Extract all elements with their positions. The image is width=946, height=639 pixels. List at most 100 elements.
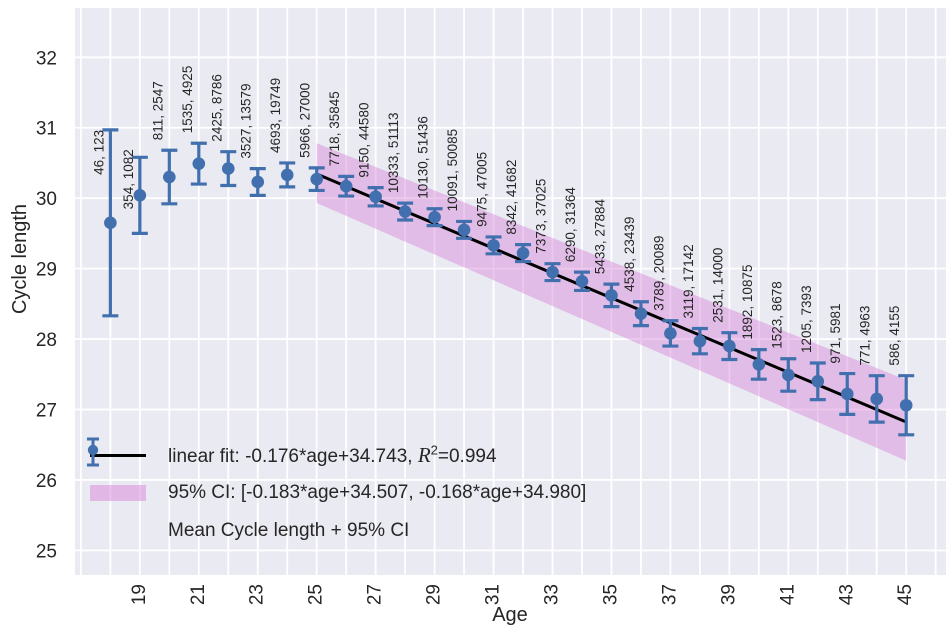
fit-line-swatch xyxy=(84,453,152,457)
legend-item-mean-points: Mean Cycle length + 95% CI xyxy=(84,437,586,550)
x-axis-title: Age xyxy=(492,604,528,626)
errorbar-point: 8342, 41682 xyxy=(504,160,532,264)
x-tick-label: 23 xyxy=(247,584,268,605)
errorbar-point: 5433, 27884 xyxy=(592,199,620,309)
errorbar-point: 586, 4155 xyxy=(887,306,915,437)
x-tick-label: 27 xyxy=(365,584,386,605)
x-tick-label: 19 xyxy=(129,584,150,605)
y-tick-label: 32 xyxy=(36,48,57,69)
ci-band-swatch xyxy=(84,485,152,501)
errorbar-point: 354, 1082 xyxy=(121,149,148,235)
point-count-label: 1523, 8678 xyxy=(769,281,784,349)
data-point-marker xyxy=(516,246,530,260)
point-count-label: 9475, 47005 xyxy=(475,152,490,227)
y-tick-label: 30 xyxy=(36,189,57,210)
data-point-marker xyxy=(664,327,677,340)
y-tick-label: 29 xyxy=(36,260,57,281)
point-count-label: 8342, 41682 xyxy=(504,160,519,235)
point-count-label: 771, 4963 xyxy=(858,306,873,366)
data-point-marker xyxy=(192,157,206,170)
point-count-label: 7373, 37025 xyxy=(534,179,549,254)
data-point-marker xyxy=(811,375,825,388)
errorbar-point: 4538, 23439 xyxy=(622,217,649,328)
y-tick-label: 31 xyxy=(36,119,57,140)
errorbar-point: 771, 4963 xyxy=(858,306,885,424)
legend-label-ci-band: 95% CI: [-0.183*age+34.507, -0.168*age+3… xyxy=(168,482,587,503)
data-point-marker xyxy=(428,210,441,224)
fit-label-sup: 2 xyxy=(430,442,438,458)
x-tick-label: 29 xyxy=(424,584,445,605)
x-tick-label: 33 xyxy=(542,584,563,605)
data-point-marker xyxy=(752,358,766,371)
point-count-label: 10091, 50085 xyxy=(445,129,460,212)
fit-label-prefix: linear fit: -0.176*age+34.743, xyxy=(168,445,418,467)
errorbar-point: 1205, 7393 xyxy=(799,285,826,402)
data-point-marker xyxy=(782,368,795,382)
legend-item-ci-band: 95% CI: [-0.183*age+34.507, -0.168*age+3… xyxy=(84,474,586,512)
point-count-label: 9150, 44580 xyxy=(357,103,372,178)
x-tick-label: 37 xyxy=(659,584,680,605)
data-point-marker xyxy=(899,398,913,412)
errorbar-point: 3527, 13579 xyxy=(239,84,266,197)
data-point-marker xyxy=(840,387,854,401)
point-count-label: 3119, 17142 xyxy=(681,244,696,318)
errorbar-point: 5966, 27000 xyxy=(298,83,325,193)
point-count-label: 5433, 27884 xyxy=(592,199,607,275)
errorbar-point: 2425, 8786 xyxy=(209,74,237,188)
fit-label-suffix: =0.994 xyxy=(437,445,497,467)
errorbar-point: 1535, 4925 xyxy=(180,66,207,186)
data-point-marker xyxy=(310,172,323,186)
errorbar-point: 7373, 37025 xyxy=(534,179,561,283)
data-point-marker xyxy=(634,307,648,320)
point-count-label: 4693, 19749 xyxy=(268,78,283,153)
errorbar-point: 10333, 51113 xyxy=(386,113,414,222)
point-count-label: 586, 4155 xyxy=(887,306,902,366)
data-point-marker xyxy=(870,392,884,406)
data-point-marker xyxy=(221,162,235,175)
legend-label-linear-fit: linear fit: -0.176*age+34.743, R2=0.994 xyxy=(168,443,497,468)
point-count-label: 4538, 23439 xyxy=(622,217,637,292)
point-count-label: 3527, 13579 xyxy=(239,84,254,159)
x-tick-label: 43 xyxy=(836,584,857,605)
data-point-marker xyxy=(163,170,176,184)
legend-item-linear-fit: linear fit: -0.176*age+34.743, R2=0.994 xyxy=(84,436,586,474)
legend-label-mean-points: Mean Cycle length + 95% CI xyxy=(168,520,410,541)
errorbar-point: 10130, 51436 xyxy=(416,116,443,228)
errorbar-point: 1892, 10875 xyxy=(740,265,767,381)
x-tick-label: 21 xyxy=(188,584,209,605)
data-point-marker xyxy=(398,205,412,218)
point-count-label: 10333, 51113 xyxy=(386,113,401,194)
y-tick-label: 25 xyxy=(36,541,57,562)
errorbar-point: 1523, 8678 xyxy=(769,281,797,393)
errorbar-point: 971, 5981 xyxy=(828,303,856,417)
data-point-marker xyxy=(546,265,559,279)
data-point-marker xyxy=(723,339,736,353)
y-tick-label: 27 xyxy=(36,400,57,421)
data-point-marker xyxy=(251,175,265,189)
data-point-marker xyxy=(487,239,500,252)
errorbar-point: 3789, 20089 xyxy=(651,236,679,348)
x-tick-label: 41 xyxy=(777,584,798,605)
errorbar-point: 9150, 44580 xyxy=(357,103,384,208)
errorbar-point: 7718, 35845 xyxy=(327,91,355,198)
legend: linear fit: -0.176*age+34.743, R2=0.994 … xyxy=(84,436,586,550)
fit-label-r: R xyxy=(417,442,431,467)
point-count-label: 1892, 10875 xyxy=(740,265,755,340)
point-count-label: 7718, 35845 xyxy=(327,91,342,166)
point-count-label: 2425, 8786 xyxy=(209,74,224,142)
data-point-marker xyxy=(280,168,294,182)
x-tick-label: 31 xyxy=(483,584,504,605)
data-point-marker xyxy=(369,190,382,204)
point-count-label: 354, 1082 xyxy=(121,149,136,209)
point-count-label: 2531, 14000 xyxy=(710,248,725,323)
point-count-label: 811, 2547 xyxy=(150,81,165,140)
point-count-label: 1535, 4925 xyxy=(180,66,195,134)
y-tick-label: 28 xyxy=(36,330,57,351)
data-point-marker xyxy=(693,334,707,348)
point-count-label: 5966, 27000 xyxy=(298,83,313,158)
y-axis-title: Cycle length xyxy=(9,203,31,315)
x-tick-label: 45 xyxy=(895,584,916,605)
errorbar-swatch-icon xyxy=(87,437,99,467)
